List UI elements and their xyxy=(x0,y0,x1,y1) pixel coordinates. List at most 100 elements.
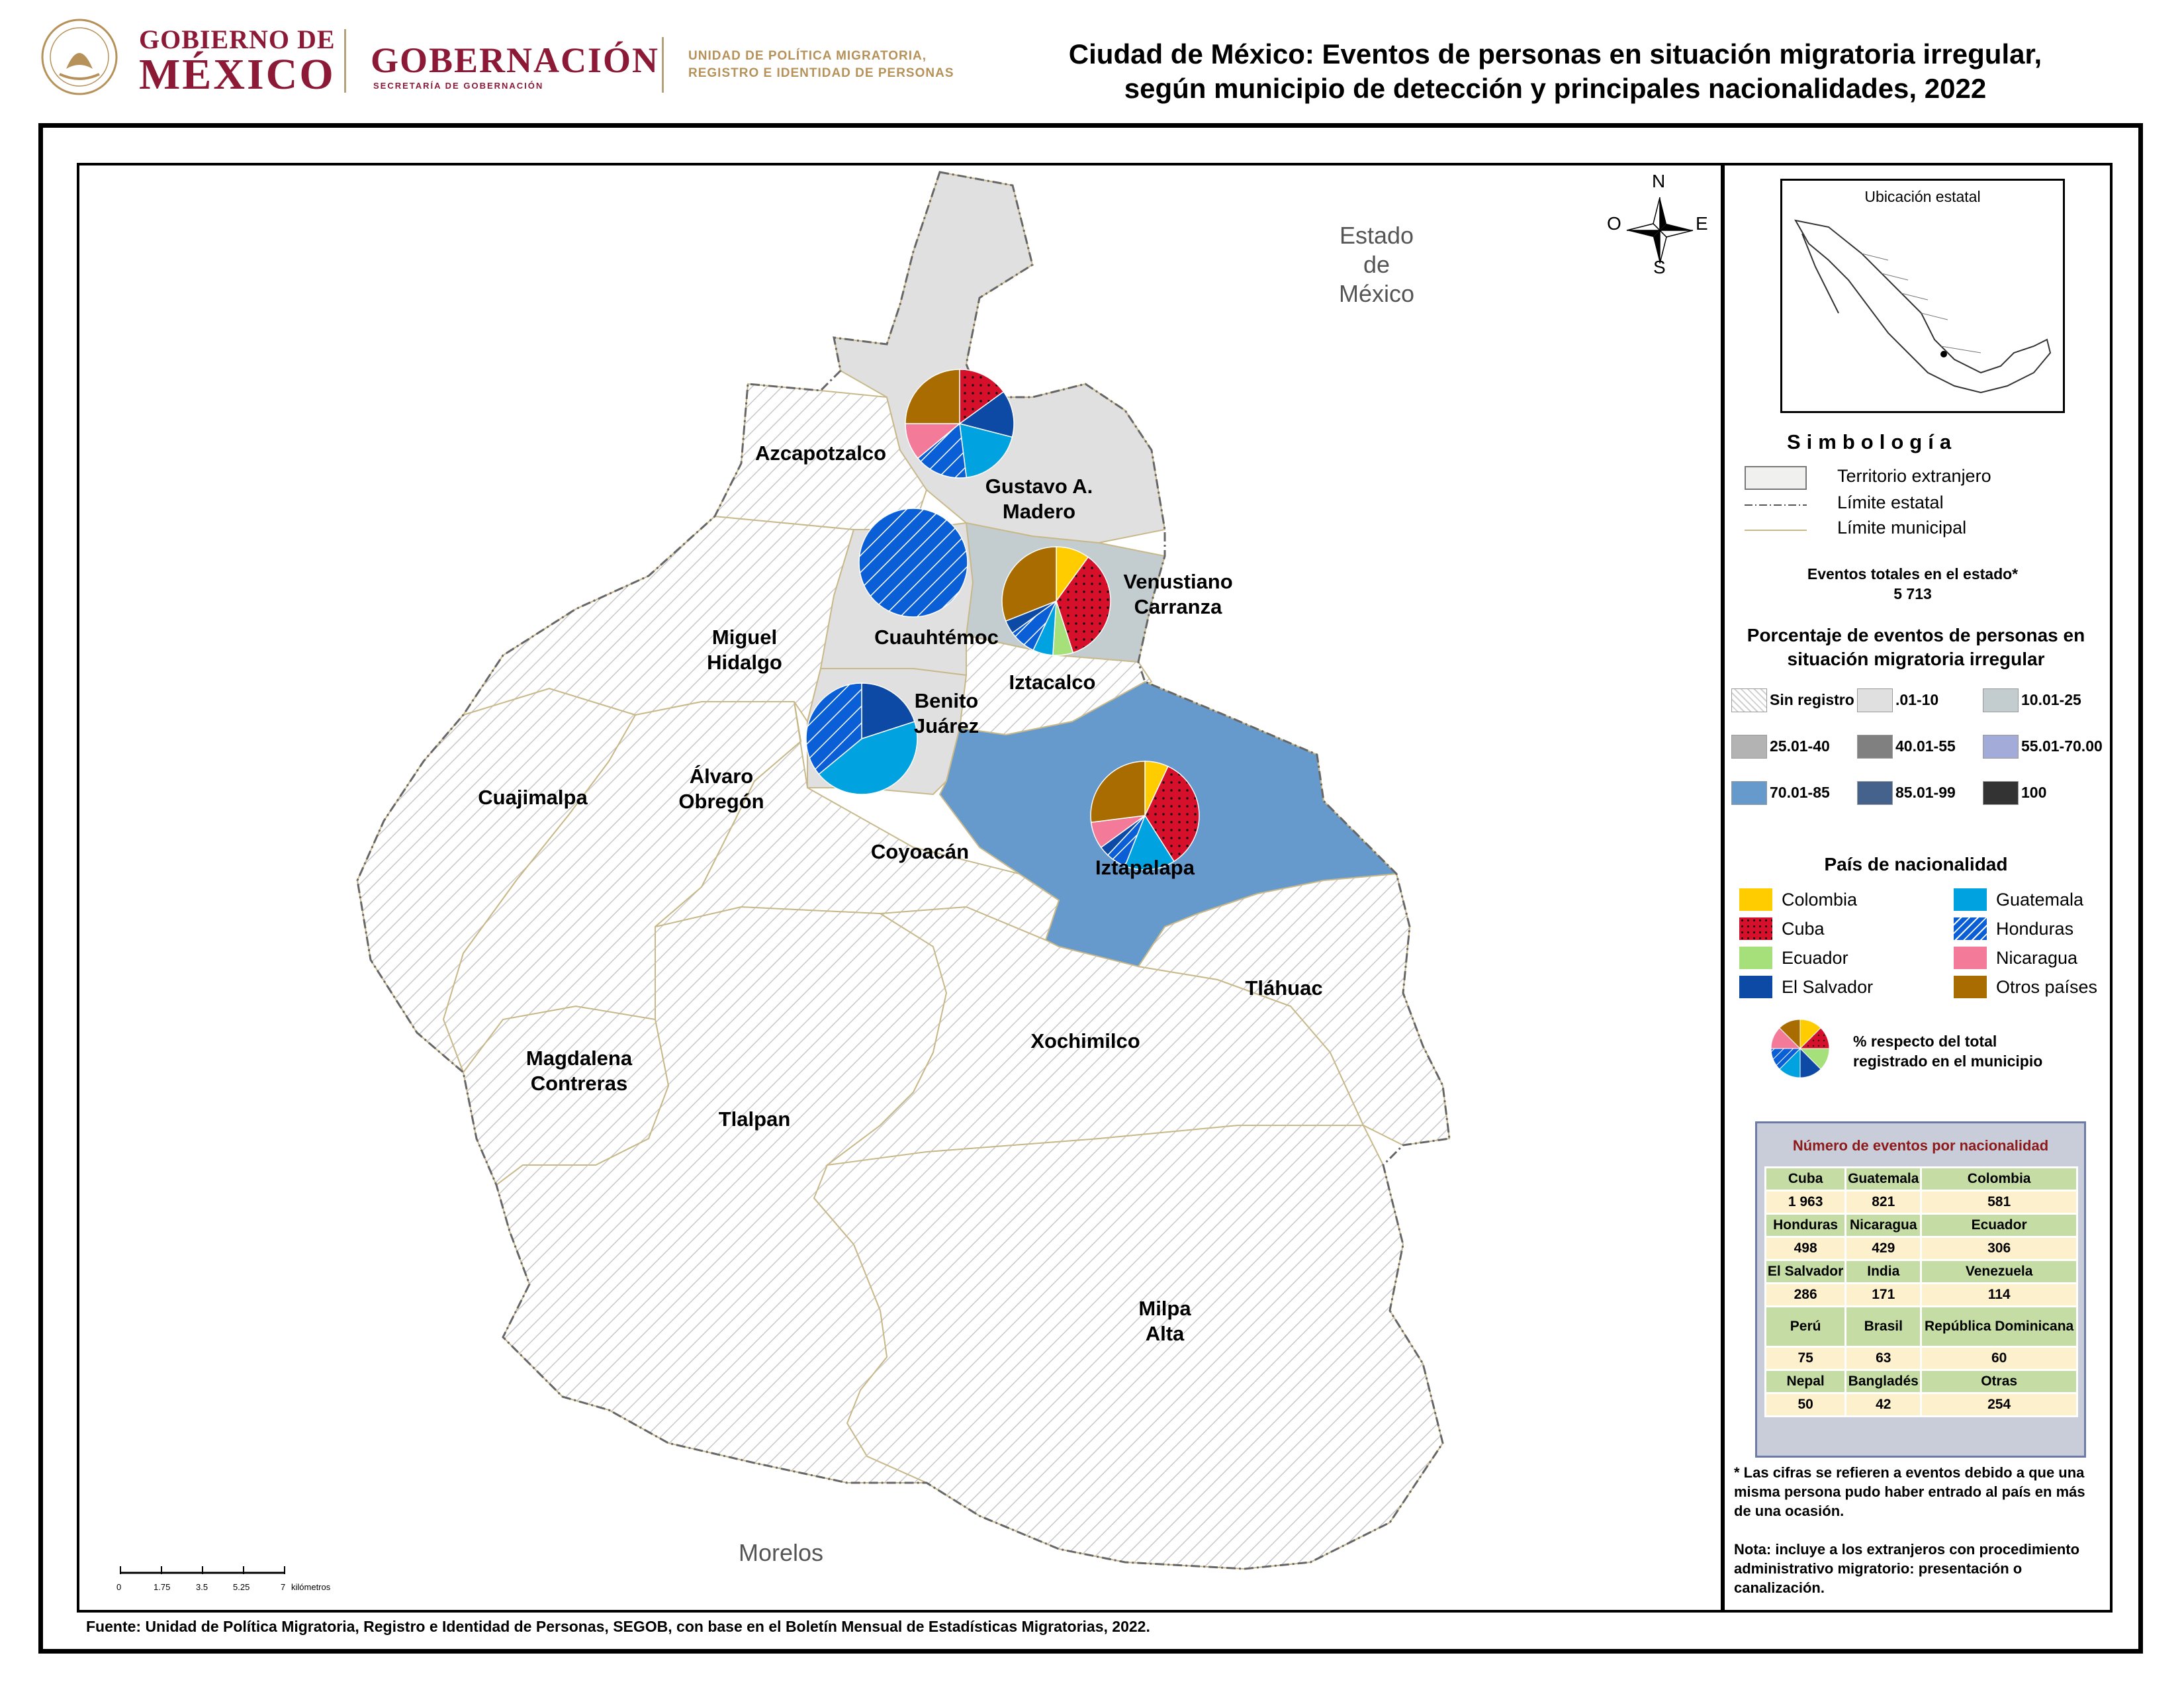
nationality-label: Cuba xyxy=(1782,919,1825,939)
label-xochimilco: Xochimilco xyxy=(1013,1029,1158,1054)
pie-iztapalapa xyxy=(1090,761,1200,870)
table-cell-count: 306 xyxy=(1920,1236,2078,1261)
label-line: Contreras xyxy=(530,1072,628,1095)
scale-tick: 3.5 xyxy=(196,1582,208,1592)
label-line: Venustiano xyxy=(1123,570,1233,593)
table-cell-nationality: Honduras xyxy=(1764,1213,1847,1238)
sample-pie-icon xyxy=(1770,1019,1830,1078)
label-line: Miguel xyxy=(711,626,778,649)
table-cell-count: 286 xyxy=(1764,1282,1847,1307)
sample-pie-slice-otros-paises xyxy=(1779,1019,1801,1050)
label-tlahuac: Tláhuac xyxy=(1218,976,1350,1001)
pie-note: % respecto del total registrado en el mu… xyxy=(1853,1031,2042,1071)
label-line: México xyxy=(1338,280,1415,307)
pie-gustavo-a-madero xyxy=(905,369,1015,479)
table-cell-count: 498 xyxy=(1764,1236,1847,1261)
table-header-row: Perú Brasil República Dominicana xyxy=(1764,1305,2078,1348)
class-swatch-10-01-25 xyxy=(1983,688,2019,712)
pie-venustiano-carranza xyxy=(1001,546,1111,656)
pie-slice-iztapalapa-otros-paises xyxy=(1090,761,1146,823)
gob-line2: MÉXICO xyxy=(139,50,336,99)
note-line: registrado en el municipio xyxy=(1853,1053,2043,1070)
label-line: Benito xyxy=(914,689,979,712)
table-header-row: Nepal Bangladés Otras xyxy=(1764,1369,2078,1394)
nationality-table-title: Número de eventos por nacionalidad xyxy=(1792,1137,2049,1154)
label-cuajimalpa: Cuajimalpa xyxy=(457,785,609,810)
mexico-seal-logo xyxy=(41,19,118,95)
location-inset xyxy=(1780,179,2065,413)
label-line: Cuajimalpa xyxy=(478,786,588,809)
north-arrow-icon xyxy=(1626,197,1694,264)
title-line2: según municipio de detección y principal… xyxy=(1124,73,1987,104)
table-cell-count: 429 xyxy=(1844,1236,1923,1261)
unidad-line2: REGISTRO E IDENTIDAD DE PERSONAS xyxy=(688,66,954,80)
class-swatch-55-01-70-00 xyxy=(1983,735,2019,759)
state-boundary-symbol xyxy=(1745,504,1807,506)
table-cell-count: 60 xyxy=(1920,1346,2078,1371)
label-line: Iztapalapa xyxy=(1095,856,1195,879)
neighbor-label-estado-de-mexico: Estado de México xyxy=(1304,221,1449,308)
symbol-label: Territorio extranjero xyxy=(1837,466,1991,486)
scale-bar xyxy=(120,1566,285,1574)
class-label: Sin registro xyxy=(1770,691,1854,708)
table-cell-nationality: Colombia xyxy=(1920,1166,2078,1192)
foreign-territory-swatch xyxy=(1745,466,1807,490)
region-coyoacan[interactable] xyxy=(655,701,1060,941)
class-label: 85.01-99 xyxy=(1895,784,1956,801)
secretaria-label: SECRETARÍA DE GOBERNACIÓN xyxy=(373,81,544,91)
gobierno-de-mexico-logo: GOBIERNO DE MÉXICO xyxy=(139,26,336,97)
percent-legend-title: Porcentaje de eventos de personas en sit… xyxy=(1727,624,2105,671)
table-cell-nationality: Brasil xyxy=(1844,1305,1923,1348)
inset-title: Ubicación estatal xyxy=(1864,188,1981,205)
table-cell-nationality: Guatemala xyxy=(1844,1166,1923,1192)
label-line: Carranza xyxy=(1134,595,1222,618)
class-swatch-40-01-55 xyxy=(1857,735,1893,759)
pie-slice-venustiano-carranza-otros-paises xyxy=(1001,546,1057,622)
nationality-swatch-nicaragua xyxy=(1954,947,1987,969)
scale-tick: 1.75 xyxy=(154,1582,171,1592)
class-swatch-70-01-85 xyxy=(1731,781,1767,805)
label-venustiano-carranza: Venustiano Carranza xyxy=(1099,569,1257,620)
municipality-polygons xyxy=(356,171,1451,1570)
scale-tick: 7 xyxy=(281,1582,286,1592)
pie-benito-juarez xyxy=(805,682,918,795)
table-cell-nationality: El Salvador xyxy=(1764,1259,1847,1284)
nationality-label: Colombia xyxy=(1782,890,1858,910)
table-cell-count: 254 xyxy=(1920,1392,2078,1417)
region-miguel-hidalgo[interactable] xyxy=(461,515,855,724)
events-total: Eventos totales en el estado* 5 713 xyxy=(1747,564,2078,604)
compass-south: S xyxy=(1653,257,1666,277)
nationality-label: Honduras xyxy=(1996,919,2074,939)
label-line: Magdalena xyxy=(525,1047,633,1070)
label-gustavo-a-madero: Gustavo A. Madero xyxy=(953,474,1125,524)
table-header-row: El Salvador India Venezuela xyxy=(1764,1259,2078,1284)
nationality-swatch-colombia xyxy=(1739,888,1772,911)
table-value-row: 498 429 306 xyxy=(1764,1236,2078,1261)
table-cell-nationality: República Dominicana xyxy=(1920,1305,2078,1348)
label-line: Gustavo A. xyxy=(985,475,1093,498)
compass-north: N xyxy=(1652,171,1666,191)
label-coyoacan: Coyoacán xyxy=(847,839,993,865)
table-value-row: 50 42 254 xyxy=(1764,1392,2078,1417)
header-divider xyxy=(344,29,346,93)
unidad-line1: UNIDAD DE POLÍTICA MIGRATORIA, xyxy=(688,49,927,63)
table-cell-count: 75 xyxy=(1764,1346,1847,1371)
class-swatch-sin-registro xyxy=(1731,688,1767,712)
table-cell-count: 114 xyxy=(1920,1282,2078,1307)
note: Nota: incluye a los extranjeros con proc… xyxy=(1734,1541,2080,1596)
label-line: Cuauhtémoc xyxy=(874,626,999,649)
class-label: 40.01-55 xyxy=(1895,737,1956,755)
nationality-swatch-cuba xyxy=(1739,917,1772,940)
pie-slice-benito-juarez-el-salvador xyxy=(861,682,915,740)
nationality-label: Guatemala xyxy=(1996,890,2084,910)
table-value-row: 286 171 114 xyxy=(1764,1282,2078,1307)
pie-slice-cuauhtemoc-honduras xyxy=(858,508,968,618)
table-cell-nationality: Perú xyxy=(1764,1305,1847,1348)
table-cell-nationality: Ecuador xyxy=(1920,1213,2078,1238)
pie-slice-iztapalapa-cuba xyxy=(1144,765,1200,863)
table-cell-count: 63 xyxy=(1844,1346,1923,1371)
events-label: Eventos totales en el estado* xyxy=(1807,565,2019,583)
table-cell-count: 42 xyxy=(1844,1392,1923,1417)
nationality-legend-title: País de nacionalidad xyxy=(1824,854,2008,874)
title-line1: Ciudad de México: Eventos de personas en… xyxy=(1068,38,2042,70)
